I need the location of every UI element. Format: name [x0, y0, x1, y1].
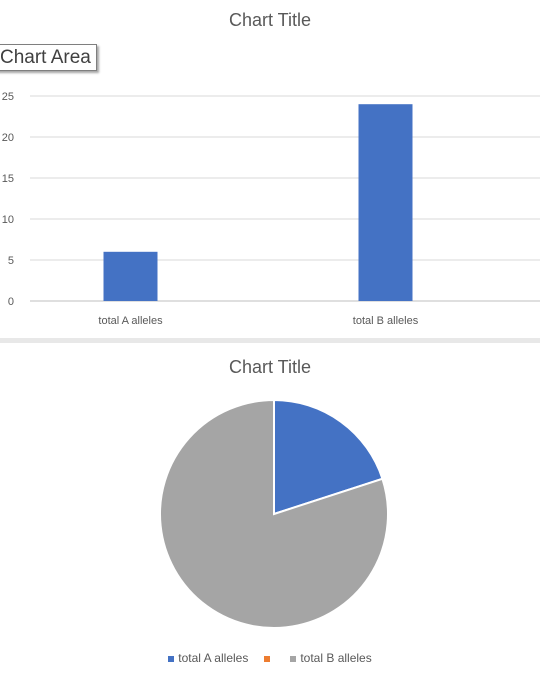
chart-separator — [0, 338, 540, 343]
legend-swatch — [264, 655, 271, 662]
x-tick-label: total A alleles — [98, 315, 163, 327]
y-tick-label: 20 — [2, 132, 14, 144]
legend-label: total B alleles — [300, 651, 372, 665]
bar[interactable] — [358, 104, 413, 301]
legend-label: total A alleles — [178, 651, 249, 665]
y-tick-label: 25 — [2, 91, 14, 103]
bar-chart-title[interactable]: Chart Title — [228, 10, 312, 30]
legend-entry[interactable] — [264, 651, 274, 665]
y-tick-label: 0 — [8, 296, 14, 308]
bar-chart-plot[interactable]: 0 5 10 15 20 25 total A alleles total B alleles — [0, 0, 540, 338]
y-tick-label: 15 — [2, 173, 14, 185]
legend-entry[interactable]: total B alleles — [290, 651, 372, 665]
y-tick-label: 10 — [2, 214, 14, 226]
y-tick-label: 5 — [8, 255, 14, 267]
bar-chart-panel[interactable]: Chart Title 0 5 10 15 20 25 total A alleles tot… — [0, 0, 540, 338]
legend-entry[interactable]: total A alleles — [168, 651, 248, 665]
chart-area-tooltip: Chart Area — [0, 44, 97, 71]
pie-chart-plot[interactable] — [0, 343, 540, 679]
pie-chart-panel[interactable]: Chart Title total A alleles total B allel… — [0, 343, 540, 679]
legend-swatch — [290, 655, 297, 662]
pie-legend[interactable]: total A alleles total B alleles — [0, 651, 540, 665]
pie-chart-title[interactable]: Chart Title — [228, 357, 312, 377]
legend-swatch — [168, 655, 175, 662]
pie-slice[interactable] — [273, 398, 384, 516]
x-tick-label: total B alleles — [353, 315, 419, 327]
bar[interactable] — [103, 251, 158, 301]
pie-slice[interactable] — [159, 398, 389, 629]
